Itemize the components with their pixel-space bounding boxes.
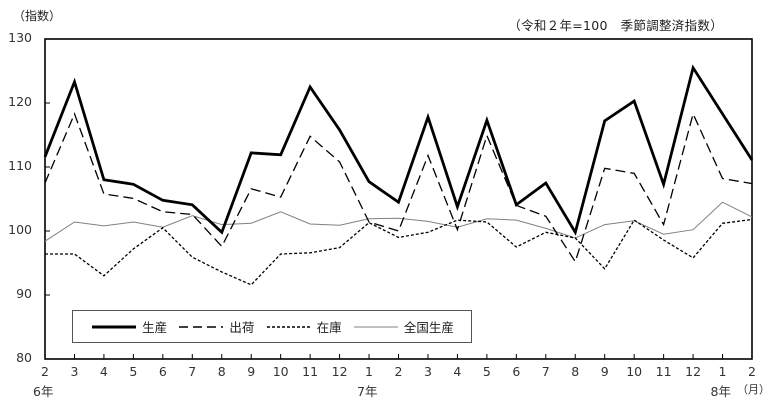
x-tick-label: 5 <box>129 364 138 379</box>
chart-legend: 生産 出荷 在庫 全国生産 <box>72 310 472 343</box>
x-tick-label: 2 <box>394 364 403 379</box>
legend-label: 出荷 <box>229 320 255 335</box>
x-tick-label: 9 <box>600 364 609 379</box>
x-tick-label: 11 <box>655 364 672 379</box>
legend-label: 生産 <box>142 320 168 335</box>
x-tick-label: 1 <box>365 364 373 379</box>
legend-item-shipments: 出荷 <box>177 317 254 336</box>
y-axis-unit: （指数） <box>13 9 62 23</box>
x-tick-label: 10 <box>626 364 643 379</box>
x-tick-label: 1 <box>718 364 727 379</box>
x-axis-unit: （月） <box>737 383 770 396</box>
thick-solid-line-icon <box>92 325 137 328</box>
x-tick-label: 6 <box>158 364 167 379</box>
x-tick-label: 5 <box>482 364 491 379</box>
year-label: 7年 <box>357 384 378 399</box>
series-line-dashed <box>44 111 753 264</box>
x-tick-label: 2 <box>748 364 756 379</box>
dashed-line-icon <box>179 325 224 328</box>
x-tick-label: 10 <box>272 364 289 379</box>
x-tick-label: 2 <box>41 364 49 379</box>
x-tick-label: 12 <box>331 364 348 379</box>
y-tick-label: 130 <box>8 30 32 45</box>
legend-item-national: 全国生産 <box>352 317 454 336</box>
chart-subtitle: （令和２年=100 季節調整済指数） <box>508 18 723 33</box>
x-tick-label: 4 <box>99 364 108 379</box>
legend-label: 全国生産 <box>403 320 454 335</box>
year-label: 8年 <box>710 384 731 399</box>
x-tick-label: 3 <box>423 364 432 379</box>
x-tick-label: 4 <box>453 364 462 379</box>
y-tick-label: 80 <box>16 350 32 365</box>
series-line-dotted <box>45 218 753 286</box>
y-tick-label: 90 <box>16 286 32 301</box>
y-tick-label: 100 <box>8 222 32 237</box>
legend-item-production: 生産 <box>90 317 167 336</box>
x-tick-label: 3 <box>70 364 79 379</box>
x-tick-label: 8 <box>217 364 226 379</box>
thin-solid-line-icon <box>353 326 398 327</box>
y-tick-label: 110 <box>8 158 32 173</box>
x-tick-label: 8 <box>571 364 580 379</box>
dotted-line-icon <box>266 325 311 328</box>
series-line-thick-solid <box>43 64 754 236</box>
y-tick-label: 120 <box>8 94 32 109</box>
x-tick-label: 12 <box>685 364 702 379</box>
x-tick-label: 11 <box>302 364 319 379</box>
series-line-thin-solid <box>44 201 753 242</box>
x-tick-label: 6 <box>512 364 521 379</box>
year-label: 6年 <box>33 384 54 399</box>
legend-label: 在庫 <box>316 320 342 335</box>
x-tick-label: 7 <box>188 364 197 379</box>
legend-item-inventory: 在庫 <box>265 317 342 336</box>
x-tick-label: 7 <box>541 364 550 379</box>
x-tick-label: 9 <box>247 364 256 379</box>
